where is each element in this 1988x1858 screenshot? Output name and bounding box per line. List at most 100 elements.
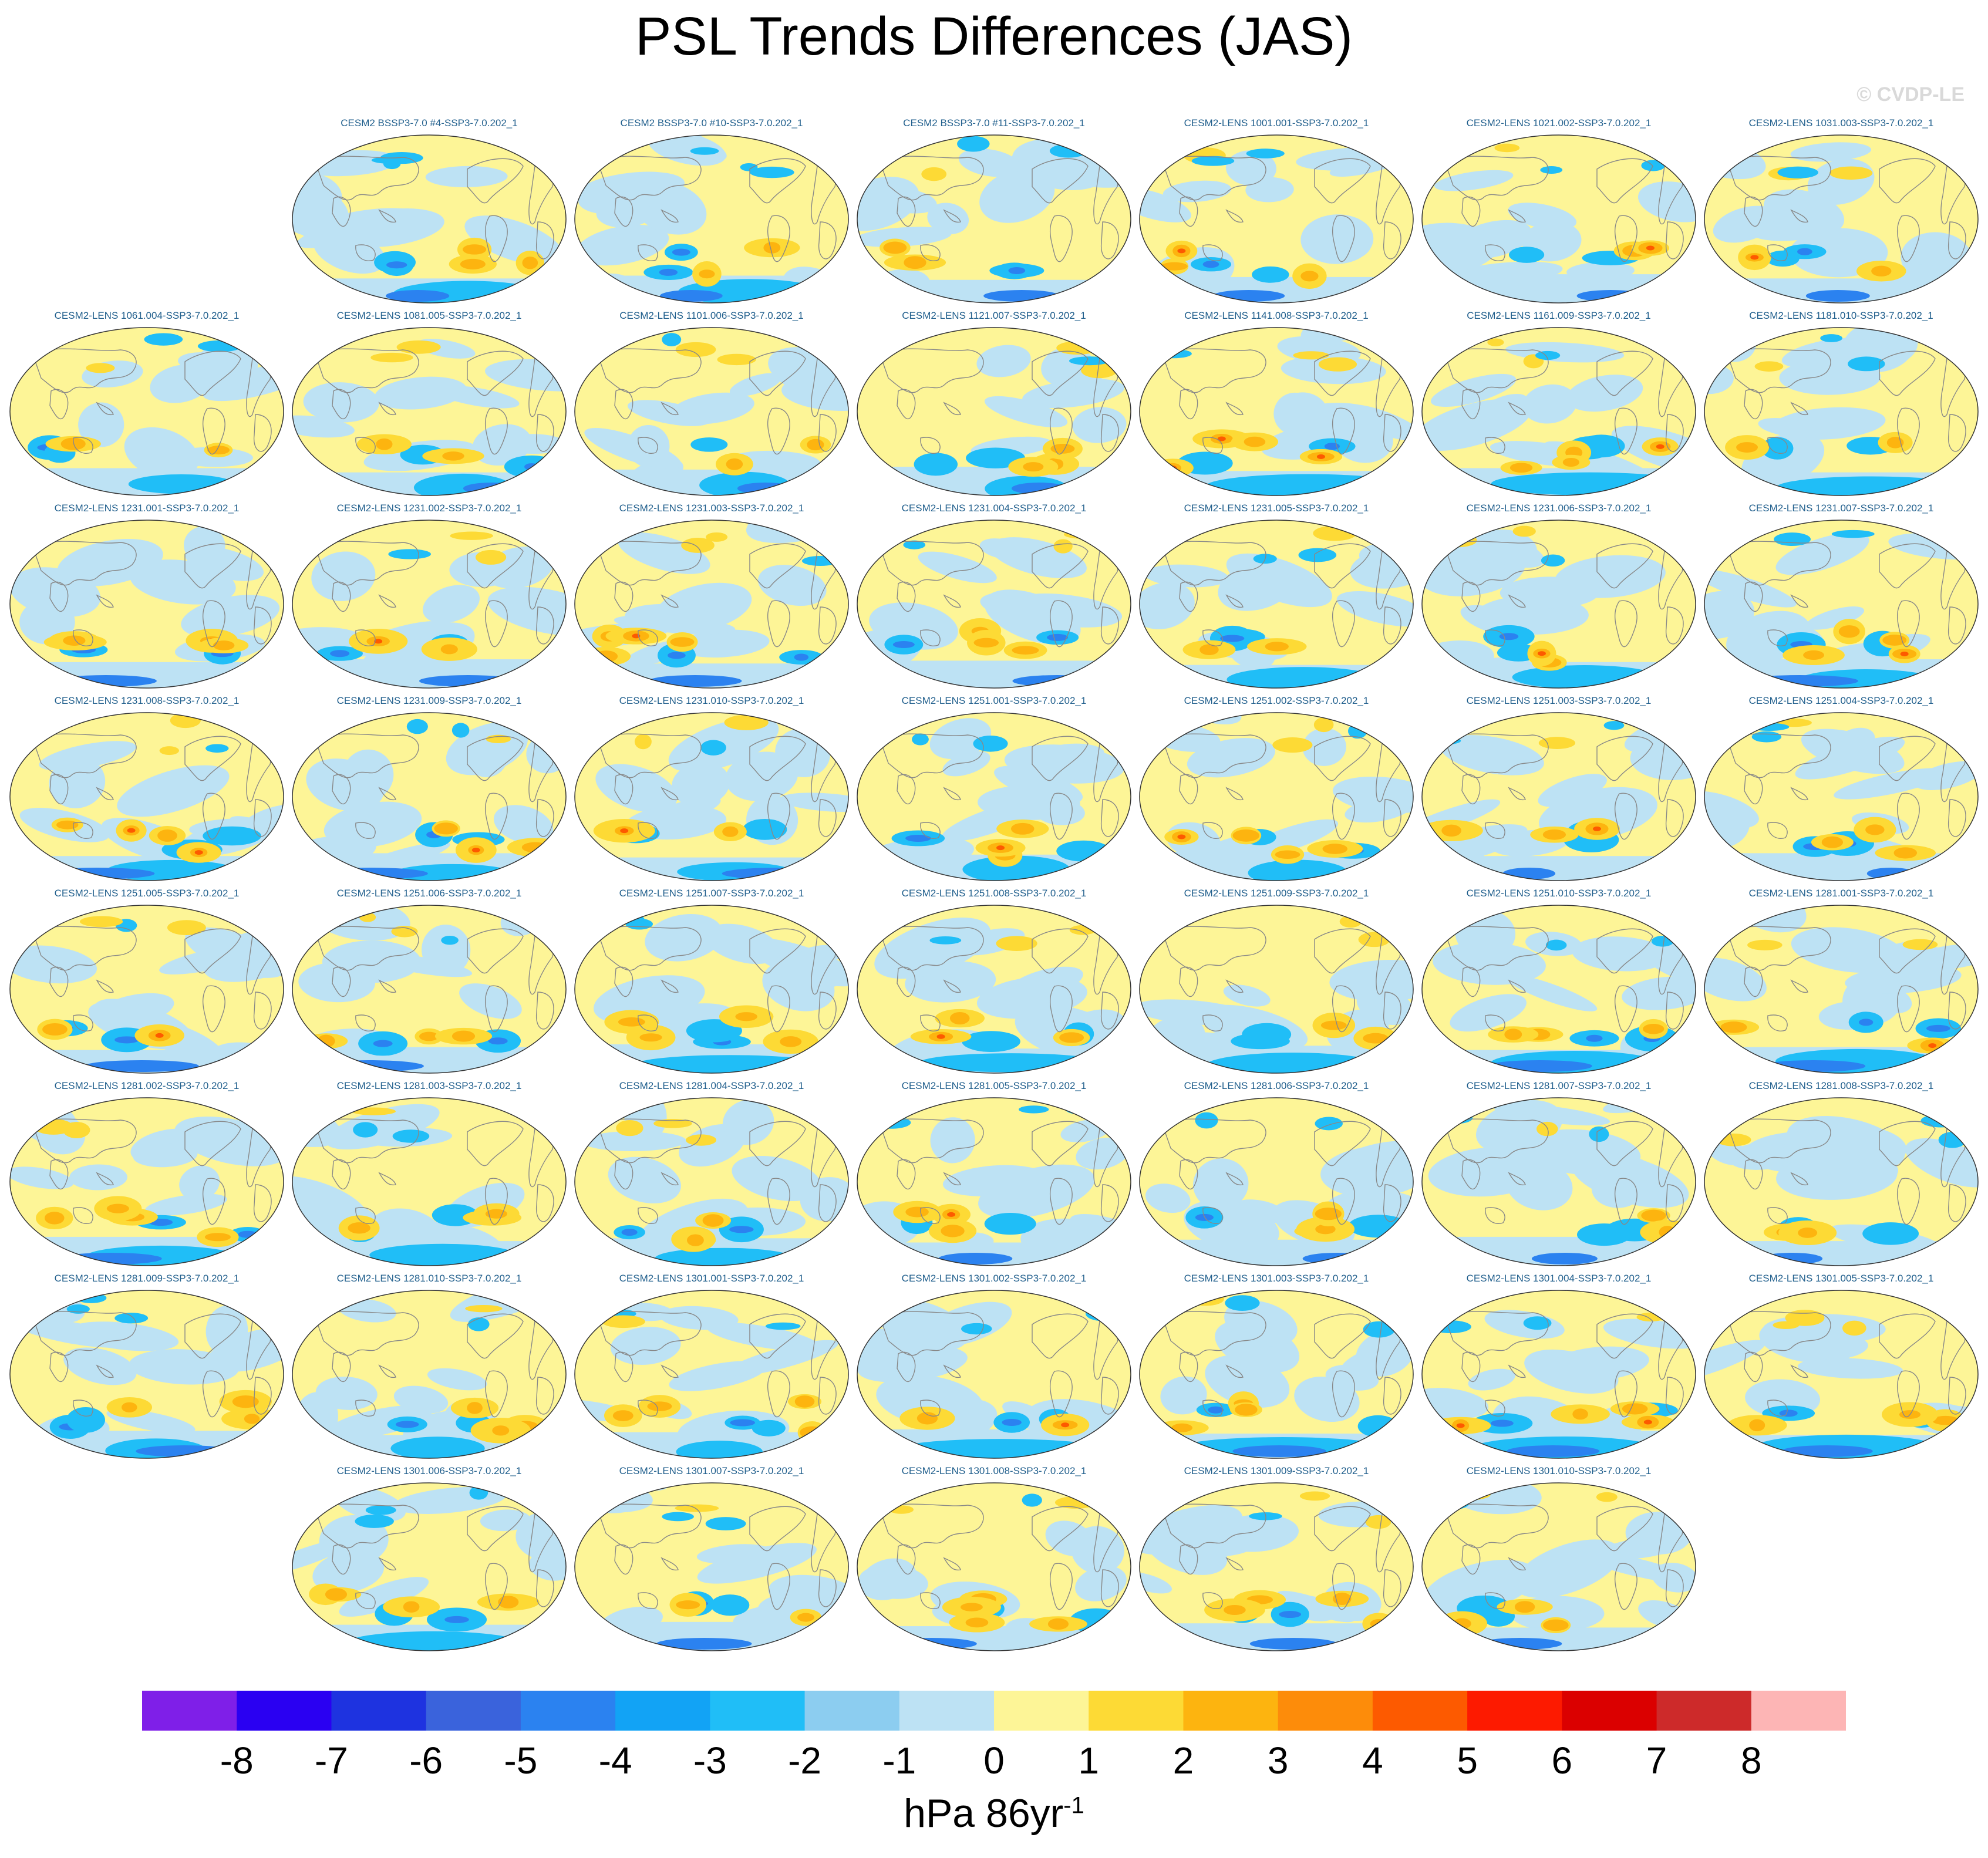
colorbar-segment [710, 1691, 806, 1731]
colorbar-segment [520, 1691, 616, 1731]
map-panel-title: CESM2-LENS 1231.001-SSP3-7.0.202_1 [54, 503, 240, 514]
trend-map [857, 905, 1131, 1074]
map-panel-title: CESM2-LENS 1281.008-SSP3-7.0.202_1 [1748, 1080, 1934, 1091]
colorbar-tick-label: 3 [1267, 1739, 1289, 1782]
units-exponent: -1 [1063, 1792, 1084, 1819]
map-panel: CESM2-LENS 1301.010-SSP3-7.0.202_1 [1421, 1465, 1697, 1652]
trend-map [857, 712, 1131, 881]
colorbar-tick-label: -6 [409, 1739, 443, 1782]
map-panel: CESM2-LENS 1251.008-SSP3-7.0.202_1 [856, 888, 1132, 1074]
colorbar [142, 1691, 1846, 1731]
trend-map [9, 1290, 284, 1459]
trend-map [292, 327, 567, 496]
map-panel-title: CESM2-LENS 1031.003-SSP3-7.0.202_1 [1748, 117, 1934, 129]
trend-map [1139, 134, 1414, 304]
map-panel: CESM2-LENS 1231.004-SSP3-7.0.202_1 [856, 503, 1132, 689]
map-panel: CESM2-LENS 1281.003-SSP3-7.0.202_1 [291, 1080, 567, 1267]
map-panel-title: CESM2-LENS 1251.004-SSP3-7.0.202_1 [1748, 695, 1934, 706]
map-panel-title: CESM2 BSSP3-7.0 #4-SSP3-7.0.202_1 [341, 117, 518, 129]
map-panel: CESM2-LENS 1231.007-SSP3-7.0.202_1 [1703, 503, 1979, 689]
map-panel-title: CESM2-LENS 1281.003-SSP3-7.0.202_1 [336, 1080, 522, 1091]
trend-map [857, 327, 1131, 496]
map-panel: CESM2-LENS 1101.006-SSP3-7.0.202_1 [574, 310, 850, 497]
map-panel-title: CESM2-LENS 1231.010-SSP3-7.0.202_1 [619, 695, 804, 706]
map-panel: CESM2-LENS 1281.001-SSP3-7.0.202_1 [1703, 888, 1979, 1074]
units-base: hPa 86yr [904, 1791, 1064, 1836]
map-panel: CESM2-LENS 1301.005-SSP3-7.0.202_1 [1703, 1273, 1979, 1459]
map-panel-title: CESM2-LENS 1181.010-SSP3-7.0.202_1 [1749, 310, 1933, 321]
trend-map [1704, 905, 1979, 1074]
colorbar-tick-label: -7 [314, 1739, 348, 1782]
colorbar-segment [237, 1691, 332, 1731]
map-panel-title: CESM2-LENS 1251.005-SSP3-7.0.202_1 [54, 888, 240, 899]
trend-map [1704, 712, 1979, 881]
map-panel-title: CESM2-LENS 1231.006-SSP3-7.0.202_1 [1466, 503, 1652, 514]
trend-map [574, 905, 849, 1074]
trend-map [1139, 712, 1414, 881]
map-panel-title: CESM2-LENS 1001.001-SSP3-7.0.202_1 [1184, 117, 1369, 129]
map-panel-title: CESM2-LENS 1251.006-SSP3-7.0.202_1 [336, 888, 522, 899]
map-panel: CESM2-LENS 1281.006-SSP3-7.0.202_1 [1138, 1080, 1414, 1267]
map-panel-title: CESM2 BSSP3-7.0 #11-SSP3-7.0.202_1 [903, 117, 1085, 129]
trend-map [1421, 520, 1696, 689]
trend-map [292, 1290, 567, 1459]
page-title: PSL Trends Differences (JAS) [635, 6, 1353, 66]
map-panel: CESM2-LENS 1251.004-SSP3-7.0.202_1 [1703, 695, 1979, 882]
colorbar-segment [1183, 1691, 1279, 1731]
trend-map [1139, 520, 1414, 689]
map-panel: CESM2-LENS 1181.010-SSP3-7.0.202_1 [1703, 310, 1979, 497]
trend-map [1704, 1097, 1979, 1266]
map-panel: CESM2-LENS 1061.004-SSP3-7.0.202_1 [9, 310, 285, 497]
map-panel: CESM2-LENS 1021.002-SSP3-7.0.202_1 [1421, 117, 1697, 304]
colorbar-tick-label: -5 [504, 1739, 538, 1782]
colorbar-tick-label: 1 [1078, 1739, 1100, 1782]
colorbar-tick-label: 6 [1551, 1739, 1573, 1782]
map-panel: CESM2-LENS 1231.001-SSP3-7.0.202_1 [9, 503, 285, 689]
map-panel: CESM2-LENS 1281.004-SSP3-7.0.202_1 [574, 1080, 850, 1267]
map-panel: CESM2-LENS 1301.008-SSP3-7.0.202_1 [856, 1465, 1132, 1652]
map-panel: CESM2-LENS 1161.009-SSP3-7.0.202_1 [1421, 310, 1697, 497]
colorbar-segment [331, 1691, 427, 1731]
map-panel-title: CESM2-LENS 1301.006-SSP3-7.0.202_1 [336, 1465, 522, 1476]
trend-map [9, 1097, 284, 1266]
colorbar-tick-label: -4 [598, 1739, 632, 1782]
map-panel-title: CESM2-LENS 1301.001-SSP3-7.0.202_1 [619, 1273, 804, 1284]
trend-map [857, 134, 1131, 304]
map-panel-title: CESM2-LENS 1251.007-SSP3-7.0.202_1 [619, 888, 804, 899]
map-panel-title: CESM2-LENS 1301.008-SSP3-7.0.202_1 [901, 1465, 1087, 1476]
trend-map [857, 1097, 1131, 1266]
colorbar-tick-label: -1 [882, 1739, 916, 1782]
map-panel: CESM2-LENS 1231.005-SSP3-7.0.202_1 [1138, 503, 1414, 689]
map-panel-title: CESM2-LENS 1281.007-SSP3-7.0.202_1 [1466, 1080, 1652, 1091]
map-panel: CESM2-LENS 1301.001-SSP3-7.0.202_1 [574, 1273, 850, 1459]
trend-map [1421, 134, 1696, 304]
trend-map [292, 520, 567, 689]
trend-map [1139, 1290, 1414, 1459]
map-panel: CESM2-LENS 1251.003-SSP3-7.0.202_1 [1421, 695, 1697, 882]
trend-map [1421, 1097, 1696, 1266]
colorbar-segment [426, 1691, 521, 1731]
map-panel: CESM2-LENS 1081.005-SSP3-7.0.202_1 [291, 310, 567, 497]
trend-map [574, 327, 849, 496]
trend-map [9, 712, 284, 881]
colorbar-segment [1089, 1691, 1184, 1731]
trend-map [1139, 905, 1414, 1074]
colorbar-segment [994, 1691, 1089, 1731]
map-panel-title: CESM2-LENS 1301.003-SSP3-7.0.202_1 [1184, 1273, 1369, 1284]
map-panel: CESM2-LENS 1251.009-SSP3-7.0.202_1 [1138, 888, 1414, 1074]
map-panel-title: CESM2-LENS 1281.004-SSP3-7.0.202_1 [619, 1080, 804, 1091]
map-panel: CESM2-LENS 1251.002-SSP3-7.0.202_1 [1138, 695, 1414, 882]
colorbar-segment [1562, 1691, 1657, 1731]
map-panel: CESM2-LENS 1251.010-SSP3-7.0.202_1 [1421, 888, 1697, 1074]
map-panel-title: CESM2-LENS 1301.007-SSP3-7.0.202_1 [619, 1465, 804, 1476]
map-panel-title: CESM2-LENS 1251.001-SSP3-7.0.202_1 [901, 695, 1087, 706]
map-panel: CESM2-LENS 1281.010-SSP3-7.0.202_1 [291, 1273, 567, 1459]
map-panel-title: CESM2-LENS 1301.010-SSP3-7.0.202_1 [1466, 1465, 1652, 1476]
trend-map [1704, 134, 1979, 304]
map-panel-title: CESM2-LENS 1231.002-SSP3-7.0.202_1 [336, 503, 522, 514]
map-panel-title: CESM2-LENS 1231.004-SSP3-7.0.202_1 [901, 503, 1087, 514]
trend-map [574, 1097, 849, 1266]
trend-map [1421, 905, 1696, 1074]
map-panel-title: CESM2-LENS 1141.008-SSP3-7.0.202_1 [1184, 310, 1369, 321]
colorbar-segment [1278, 1691, 1373, 1731]
